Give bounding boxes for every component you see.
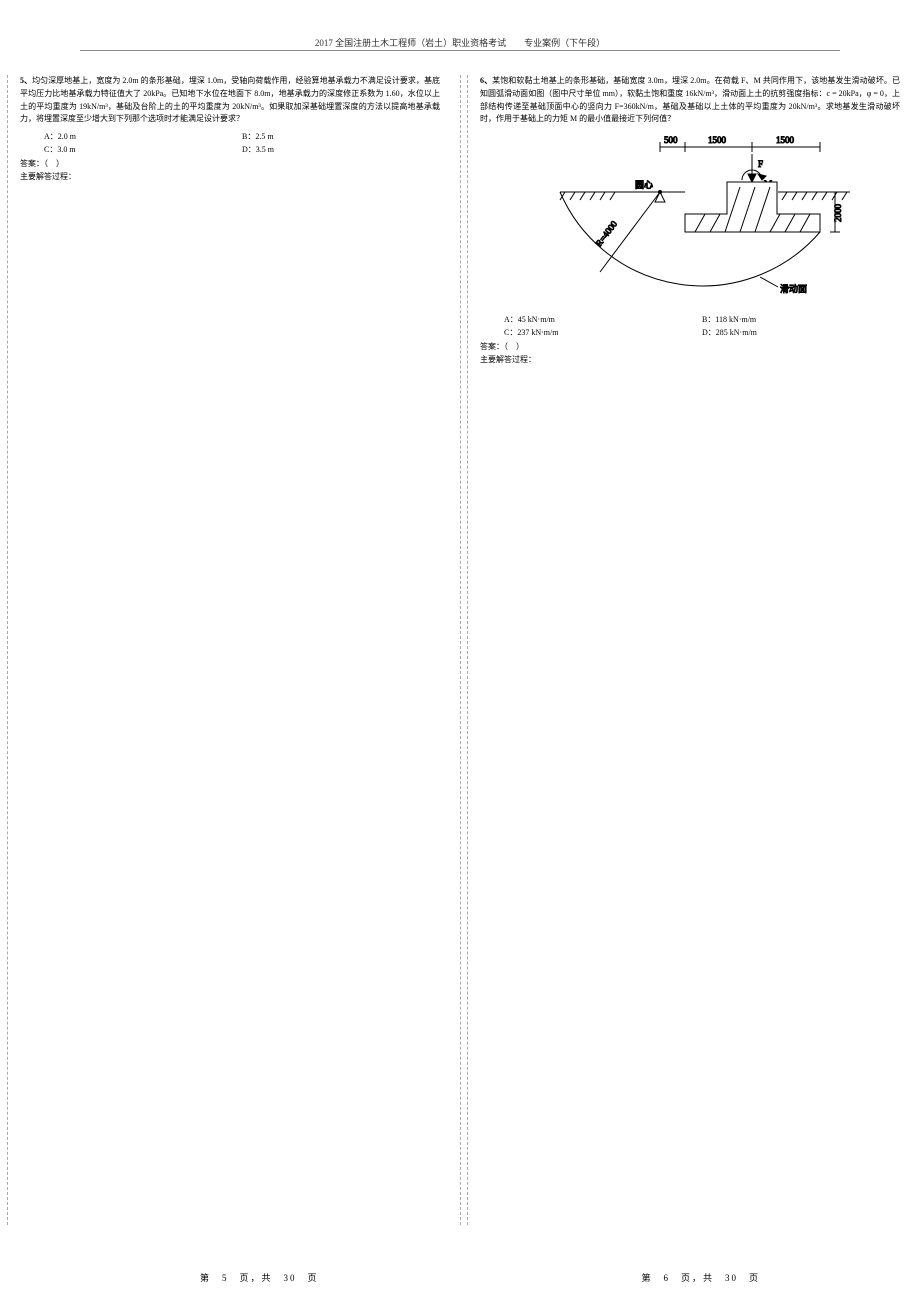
question-6-figure: 500 1500 1500 F M [530,132,850,307]
dim-500: 500 [664,135,678,145]
question-5-options: A：2.0 m B：2.5 m C：3.0 m D：3.5 m [44,130,440,156]
label-f: F [758,159,763,169]
header-title: 2017 全国注册土木工程师（岩土）职业资格考试 专业案例（下午段） [315,38,605,48]
two-column-layout: 5、均匀深厚地基上，宽度为 2.0m 的条形基础，埋深 1.0m，受轴向荷载作用… [0,75,920,1225]
option-5c: C：3.0 m [44,143,242,156]
dim-1500a: 1500 [708,135,727,145]
option-5d: D：3.5 m [242,143,440,156]
dim-2000: 2000 [833,204,843,223]
hatch-left [560,192,615,200]
process-5-label: 主要解答过程： [20,171,440,182]
page-header: 2017 全国注册土木工程师（岩土）职业资格考试 专业案例（下午段） [0,36,920,49]
left-column: 5、均匀深厚地基上，宽度为 2.0m 的条形基础，埋深 1.0m，受轴向荷载作用… [0,75,460,1225]
question-5-text: 均匀深厚地基上，宽度为 2.0m 的条形基础，埋深 1.0m，受轴向荷载作用，经… [20,76,440,123]
option-5b: B：2.5 m [242,130,440,143]
left-dashed-border [7,75,8,1225]
option-6d: D：285 kN·m/m [702,326,900,339]
label-r: R=4000 [594,219,620,249]
option-6b: B：118 kN·m/m [702,313,900,326]
right-column: 6、某饱和软黏土地基上的条形基础，基础宽度 3.0m，埋深 2.0m。在荷载 F… [460,75,920,1225]
page-number-right: 第 6 页，共 30 页 [641,1271,760,1284]
question-5: 5、均匀深厚地基上，宽度为 2.0m 的条形基础，埋深 1.0m，受轴向荷载作用… [20,75,440,126]
option-5a: A：2.0 m [44,130,242,143]
question-6: 6、某饱和软黏土地基上的条形基础，基础宽度 3.0m，埋深 2.0m。在荷载 F… [480,75,900,126]
right-dashed-border [467,75,468,1225]
answer-6-label: 答案：（ ） [480,341,900,352]
option-6c: C：237 kN·m/m [504,326,702,339]
page-number-left: 第 5 页，共 30 页 [200,1271,319,1284]
question-6-text: 某饱和软黏土地基上的条形基础，基础宽度 3.0m，埋深 2.0m。在荷载 F、M… [480,76,900,123]
label-slide: 滑动面 [780,284,807,294]
process-6-label: 主要解答过程： [480,354,900,365]
option-6a: A：45 kN·m/m [504,313,702,326]
label-center: 圆心 [635,180,653,190]
hatch-right [782,192,847,200]
dim-1500b: 1500 [776,135,795,145]
question-6-options: A：45 kN·m/m B：118 kN·m/m C：237 kN·m/m D：… [504,313,900,339]
question-5-number: 5、 [20,76,32,85]
answer-5-label: 答案：（ ） [20,158,440,169]
header-rule [80,50,840,51]
question-6-number: 6、 [480,76,492,85]
